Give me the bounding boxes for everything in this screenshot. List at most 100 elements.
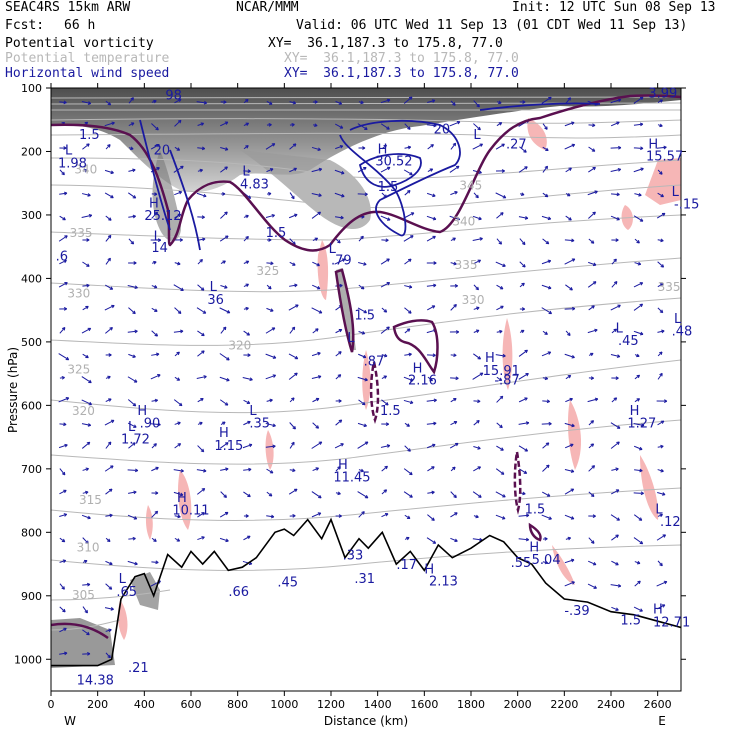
pv-extremum-label: -.87 xyxy=(494,373,519,388)
pv-extremum-label: H xyxy=(413,361,423,376)
wind-arrowhead xyxy=(339,144,344,149)
wind-arrowhead xyxy=(177,443,182,447)
wind-arrow xyxy=(564,121,575,127)
wind-arrow xyxy=(219,376,230,381)
wind-arrow xyxy=(657,492,666,496)
wind-arrowhead xyxy=(64,651,68,656)
wind-arrowhead xyxy=(133,516,138,520)
wind-arrowhead xyxy=(245,514,249,518)
wind-arrow xyxy=(82,606,88,614)
wind-arrowhead xyxy=(180,468,184,473)
wind-arrow xyxy=(588,465,595,472)
wind-arrow xyxy=(381,513,389,518)
wind-arrowhead xyxy=(616,517,620,521)
wind-arrowhead xyxy=(617,583,622,588)
wind-arrow xyxy=(426,235,436,242)
wind-arrowhead xyxy=(615,534,619,538)
wind-arrowhead xyxy=(383,375,388,379)
wind-arrow xyxy=(197,350,205,357)
wind-arrowhead xyxy=(636,560,641,565)
wind-arrowhead xyxy=(592,123,596,128)
wind-arrowhead xyxy=(521,282,525,287)
wind-arrow xyxy=(380,99,391,104)
wind-arrowhead xyxy=(386,444,391,448)
wind-arrowhead xyxy=(387,217,391,221)
wind-arrow xyxy=(657,261,664,268)
wind-arrow xyxy=(128,491,137,494)
wind-arrowhead xyxy=(180,329,184,334)
wind-arrowhead xyxy=(132,168,136,173)
wind-arrowhead xyxy=(134,329,138,334)
wind-arrowhead xyxy=(317,512,322,516)
wind-arrow xyxy=(151,330,158,337)
wind-arrow xyxy=(243,236,249,242)
pv-extremum-label: H xyxy=(177,491,187,506)
wind-arrow xyxy=(633,514,643,521)
pv-extremum-label: 20 xyxy=(434,123,451,138)
wind-arrow xyxy=(59,468,66,476)
wind-arrowhead xyxy=(337,374,342,378)
wind-arrow xyxy=(588,211,596,219)
wind-arrow xyxy=(495,354,506,357)
wind-arrowhead xyxy=(478,216,482,221)
wind-arrowhead xyxy=(545,442,550,446)
wind-arrowhead xyxy=(664,399,668,404)
wind-arrowhead xyxy=(64,235,68,239)
wind-arrow xyxy=(58,235,68,242)
wind-arrowhead xyxy=(337,239,341,244)
wind-arrowhead xyxy=(639,468,643,473)
wind-arrow xyxy=(243,330,250,336)
wind-arrowhead xyxy=(84,609,88,614)
pv-extremum-label: 1.98 xyxy=(58,156,87,171)
wind-arrowhead xyxy=(544,537,548,541)
wind-arrowhead xyxy=(590,493,595,498)
wind-arrow xyxy=(610,354,620,358)
wind-arrow xyxy=(450,421,458,426)
wind-arrowhead xyxy=(615,467,619,472)
wind-arrow xyxy=(565,284,573,291)
wind-arrowhead xyxy=(524,349,528,354)
wind-arrow xyxy=(496,395,504,403)
wind-arrowhead xyxy=(385,402,389,406)
wind-arrow xyxy=(105,327,113,334)
wind-arrowhead xyxy=(567,536,572,541)
wind-arrow xyxy=(265,422,276,427)
wind-arrow xyxy=(334,192,345,197)
wind-arrow xyxy=(357,491,369,499)
wind-arrowhead xyxy=(270,261,274,266)
wind-arrowhead xyxy=(502,195,507,199)
wind-arrowhead xyxy=(107,375,111,380)
x-tick-label: 2600 xyxy=(644,698,672,711)
wind-arrowhead xyxy=(386,282,391,286)
wind-arrow xyxy=(312,398,320,403)
wind-arrowhead xyxy=(224,121,229,125)
x-tick-label: 400 xyxy=(134,698,155,711)
wind-arrowhead xyxy=(294,355,299,360)
wind-arrow xyxy=(380,215,391,221)
wind-arrow xyxy=(472,538,483,541)
wind-arrowhead xyxy=(430,144,434,148)
wind-arrowhead xyxy=(639,122,644,127)
wind-arrow xyxy=(518,445,528,452)
field-name-wind: Horizontal wind speed xyxy=(5,66,170,81)
wind-arrow xyxy=(219,537,229,542)
wind-arrowhead xyxy=(383,489,388,493)
wind-arrowhead xyxy=(361,331,366,335)
wind-arrowhead xyxy=(88,379,92,384)
pv-extremum-label: 5.04 xyxy=(532,553,561,568)
wind-arrowhead xyxy=(636,374,641,379)
wind-arrow xyxy=(473,259,481,265)
wind-arrowhead xyxy=(477,446,481,450)
wind-arrow xyxy=(59,259,67,265)
wind-arrowhead xyxy=(639,303,644,308)
wind-arrow xyxy=(311,146,321,151)
wind-arrow xyxy=(266,262,274,264)
wind-arrowhead xyxy=(202,237,206,242)
wind-arrowhead xyxy=(316,262,320,267)
wind-arrowhead xyxy=(525,537,530,542)
wind-arrow xyxy=(127,514,137,520)
wind-arrow xyxy=(358,235,364,242)
wind-arrowhead xyxy=(62,559,67,564)
pv-extremum-label: .90 xyxy=(140,417,161,432)
wind-arrow xyxy=(335,123,344,129)
